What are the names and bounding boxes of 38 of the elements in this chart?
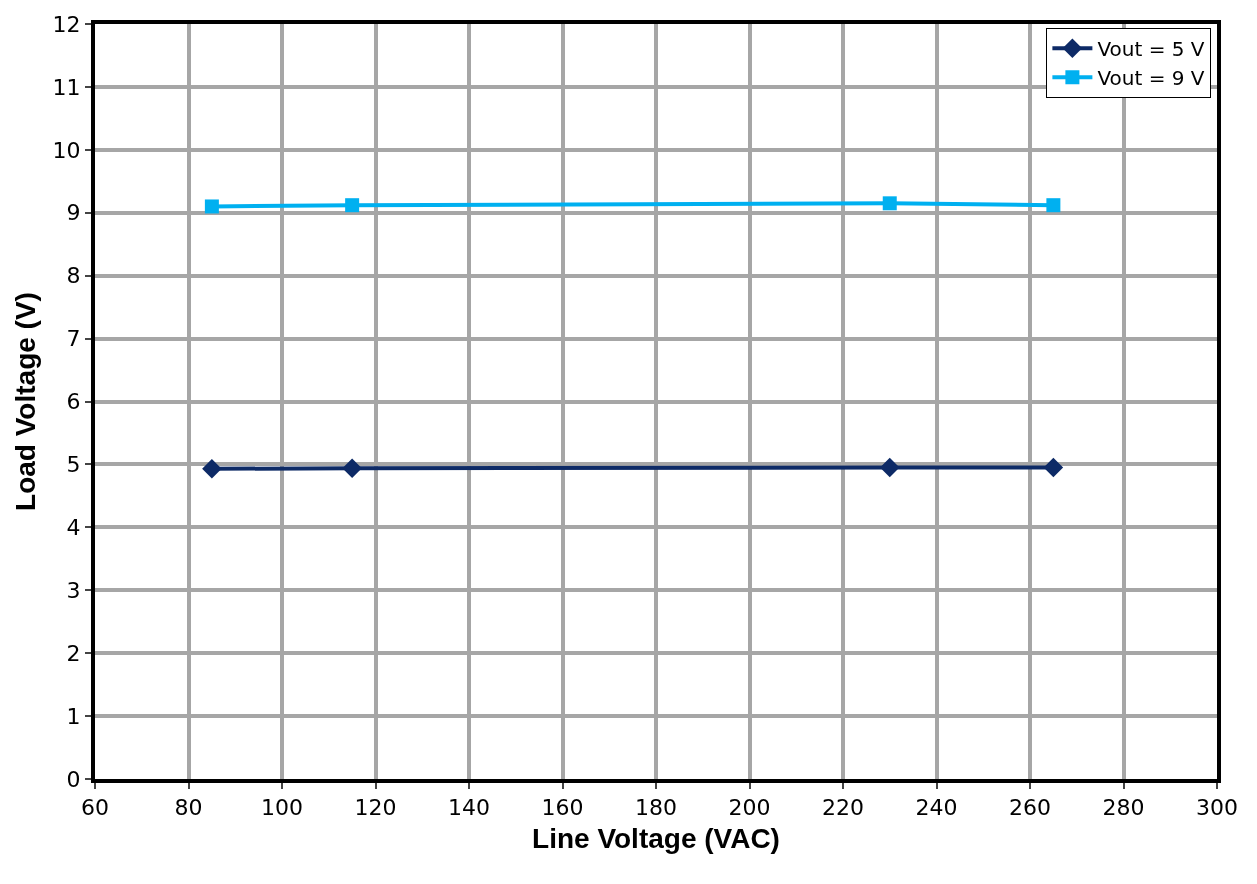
x-tick-label: 120	[354, 795, 397, 821]
y-tick-label: 5	[66, 452, 81, 478]
point	[1046, 198, 1061, 213]
y-tick-label: 3	[66, 577, 81, 603]
x-tick-label: 200	[728, 795, 771, 821]
x-axis-title: Line Voltage (VAC)	[532, 823, 780, 854]
x-tick-label: 180	[635, 795, 677, 821]
y-tick-label: 2	[66, 640, 81, 666]
y-tick-label: 9	[66, 200, 81, 226]
point	[202, 459, 222, 479]
y-axis-title: Load Voltage (V)	[9, 292, 41, 511]
point	[345, 198, 360, 213]
point	[204, 199, 219, 214]
x-tick-label: 260	[1009, 795, 1051, 821]
y-tick-label: 8	[66, 263, 81, 289]
x-tick-label: 80	[174, 795, 203, 821]
x-tick-label: 60	[81, 795, 109, 821]
legend-label: Vout = 9 V	[1097, 66, 1205, 91]
y-tick-label: 10	[52, 137, 81, 163]
x-tick-label: 220	[822, 795, 864, 821]
point	[1043, 457, 1064, 478]
y-tick-label: 0	[66, 766, 81, 792]
y-tick-label: 1	[66, 703, 81, 729]
y-tick-label: 12	[52, 11, 81, 37]
y-tick-label: 7	[66, 326, 81, 352]
legend-label: Vout = 5 V	[1097, 37, 1205, 62]
x-tick-label: 100	[261, 795, 303, 821]
y-tick-label: 4	[66, 515, 81, 541]
x-tick-label: 140	[448, 795, 490, 821]
x-tick-label: 160	[541, 795, 584, 821]
x-tick-label: 300	[1196, 795, 1238, 821]
point	[880, 457, 900, 478]
point	[882, 196, 897, 211]
point	[342, 458, 362, 478]
y-tick-label: 6	[66, 389, 81, 415]
x-tick-label: 280	[1102, 795, 1145, 821]
y-tick-label: 11	[52, 74, 81, 100]
x-tick-label: 240	[915, 795, 958, 821]
